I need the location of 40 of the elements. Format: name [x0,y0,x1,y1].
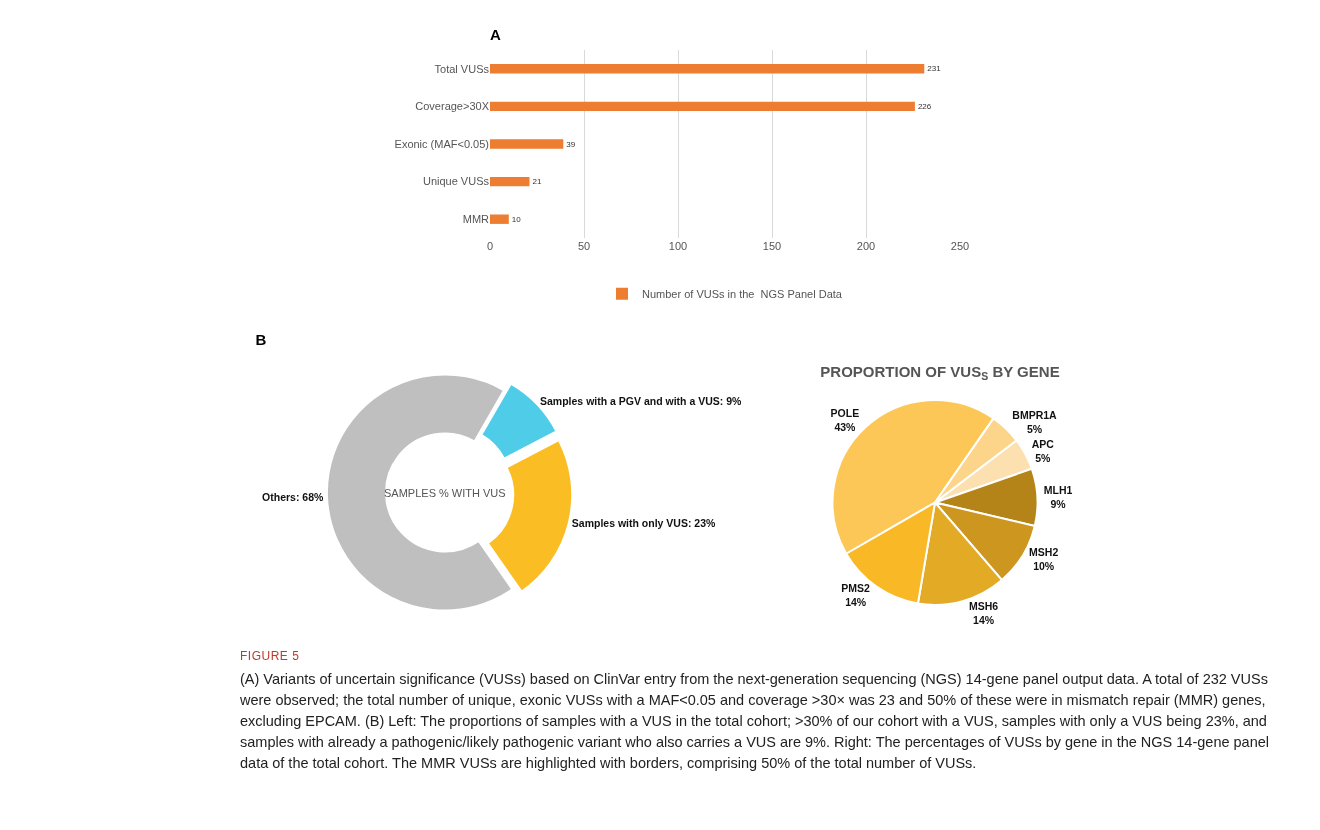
slice-label: MLH1 [1043,484,1073,497]
chart-title: PROPORTION OF VUS$_{S}$ BY GENE [820,362,1060,382]
slice-label: MSH2 [1029,546,1059,559]
data-label: 14% [973,613,995,626]
bar [490,101,915,112]
slice-label: Others: 68% [262,491,325,504]
y-tick-label: Exonic (MAF<0.05) [394,137,489,150]
data-label: 14% [845,596,867,609]
x-tick-label: 200 [856,240,876,252]
slice-label: PMS2 [841,582,871,595]
slice-label: Samples with only VUS: 23% [571,517,717,530]
y-tick-label: Unique VUSs [422,175,490,188]
data-label: 43% [834,420,857,433]
x-tick-label: 150 [762,240,782,252]
x-tick-label: 0 [486,240,494,252]
data-label: 5% [1026,422,1043,435]
slice-label: MSH6 [968,600,999,613]
slice-label: APC [1031,438,1055,451]
bar [490,139,564,149]
slice-label: POLE [830,407,860,420]
slice-label: BMPR1A [1012,409,1058,422]
data-label: 10% [1033,559,1055,572]
text: SAMPLES % WITH VUS [384,487,506,499]
legend-label: Number of VUSs in the NGS Panel Data [642,288,843,301]
data-label: 9% [1050,497,1067,510]
slice-label: Samples with a PGV and with a VUS: 9% [540,395,742,408]
bar [490,176,530,187]
chart-title: A [490,25,501,43]
x-tick-label: 250 [950,240,970,252]
chart-title: B [255,330,267,348]
bar [490,64,925,74]
bar [490,214,509,224]
y-tick-label: Coverage>30X [415,100,490,113]
caption: FIGURE 5 [240,648,301,665]
text: (A) Variants of uncertain significance (VUSs) based on ClinVar entry from the next-generation sequencing (NGS) 14-gene panel output data. A total of 232 VUSs were observed; the total number of unique, exonic VUSs with a MAF<0.05 and coverage >30× was 23 and 50% of these were in mismatch repair (MMR) genes, excluding EPCAM. (B) Left: The proportions of samples with a VUS in the total cohort; >30% of our cohort with a VUS, samples with only a VUS being 23%, and samples with already a pathogenic/likely pathogenic variant who also carries a VUS are 9%. Right: The percentages of VUSs by gene in the NGS 14-gene panel data of the total cohort. The MMR VUSs are highlighted with borders, comprising 50% of the total number of VUSs. [240,670,1270,774]
x-tick-label: 50 [577,240,591,252]
x-tick-label: 100 [668,240,688,252]
y-tick-label: Total VUSs [434,62,490,75]
y-tick-label: MMR [462,213,490,226]
data-label: 5% [1035,452,1052,465]
